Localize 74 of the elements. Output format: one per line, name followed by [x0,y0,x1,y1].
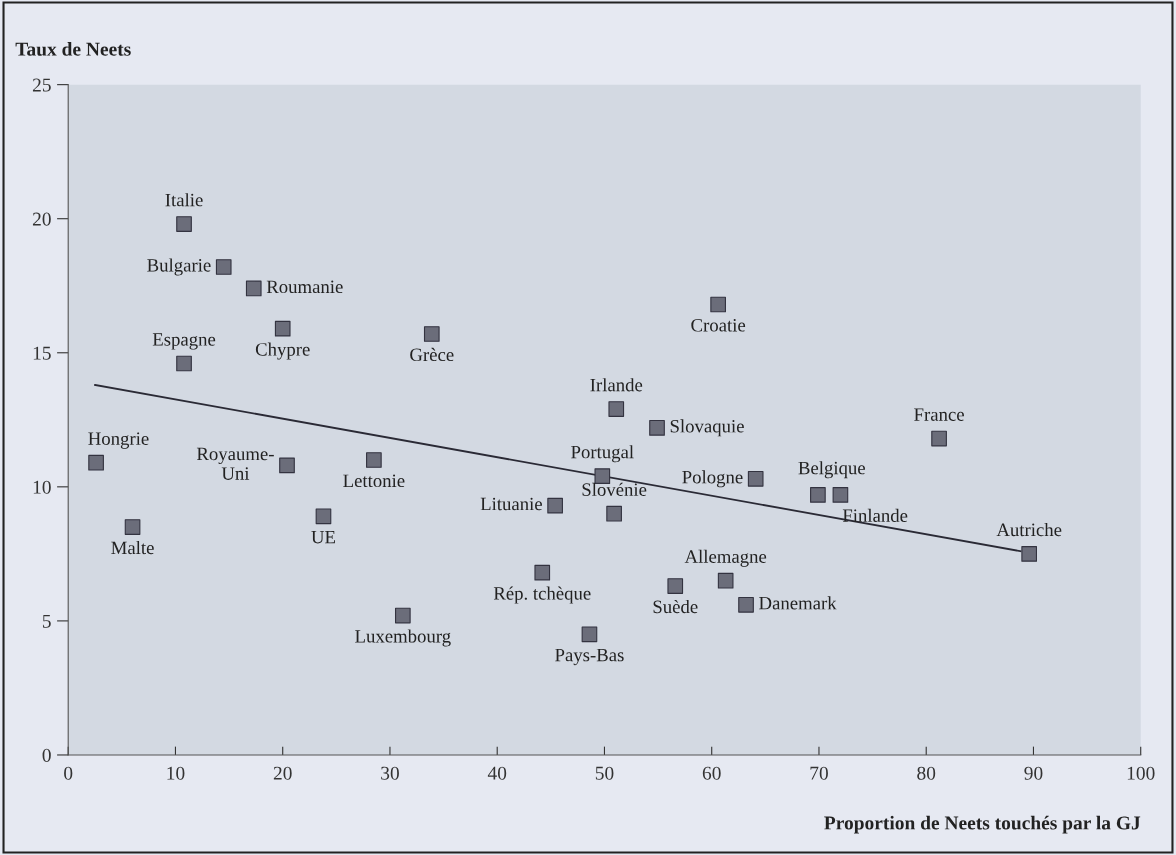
point [931,430,947,447]
x-tick-label: 10 [167,766,185,780]
y-tick-label: 10 [33,480,51,494]
x-axis-title: Proportion de Neets touchés par la GJ [824,815,1141,834]
annotation: France [914,408,964,421]
point [606,505,622,522]
point [274,320,291,337]
annotation: Slovaquie [670,419,744,437]
x-tick-label: 90 [1024,766,1043,780]
point [581,626,598,643]
point [747,470,764,487]
x-tick-label: 50 [595,766,614,780]
annotation: Danemark [759,596,837,610]
x-tick-label: 60 [702,766,721,780]
annotation: Pays-Bas [555,648,624,666]
point [176,355,192,372]
annotation: Royaume- Uni [196,447,274,480]
y-tick-label: 5 [42,614,51,628]
y-tick-label: 20 [32,212,51,226]
point [279,457,295,474]
point [1021,546,1038,562]
x-tick-label: 20 [273,766,292,780]
annotation: Espagne [152,333,216,350]
y-axis-title: Taux de Neets [15,42,131,56]
annotation: Chypre [255,342,310,360]
y-tick-label: 25 [32,78,51,92]
annotation: Bulgarie [147,258,211,276]
annotation: Rép. tchèque [493,586,591,604]
annotation: Autriche [996,522,1062,537]
point [88,454,104,471]
point [534,564,551,581]
x-tick-label: 70 [810,766,828,780]
annotation: Italie [165,193,203,207]
point [124,519,141,535]
annotation: Finlande [842,508,908,522]
x-tick-label: 30 [381,766,399,780]
point [423,326,440,342]
y-tick-label: 15 [33,346,51,360]
point [649,420,665,436]
point [315,508,332,525]
annotation: Suède [653,599,698,614]
annotation: Irlande [590,378,643,392]
point [810,487,826,503]
annotation: Grèce [410,347,454,362]
annotation: Luxembourg [355,629,451,647]
x-tick-label: 100 [1127,766,1155,780]
point [547,497,563,514]
annotation: Portugal [571,445,634,463]
point [738,596,754,613]
point [710,296,726,313]
annotation: Pologne [682,470,743,488]
annotation: Croatie [691,318,746,332]
annotation: Lituanie [480,497,542,511]
point [394,607,411,624]
x-tick-label: 80 [917,766,936,780]
annotation: Belgique [798,461,865,479]
point [717,572,734,589]
point [366,452,382,468]
x-tick-label: 40 [487,766,507,780]
point [176,216,192,232]
point [832,487,849,503]
annotation: Malte [111,540,154,555]
annotation: Slovénie [582,482,647,496]
y-tick-label: 0 [42,748,51,762]
x-tick-label: 0 [64,766,73,780]
point [215,259,232,275]
annotation: Allemagne [684,549,767,567]
annotation: UE [311,530,336,544]
point [608,401,625,417]
annotation: Lettonie [343,474,405,488]
point [245,280,262,297]
point [667,578,684,594]
annotation: Roumanie [266,280,343,294]
annotation: Hongrie [88,432,149,449]
